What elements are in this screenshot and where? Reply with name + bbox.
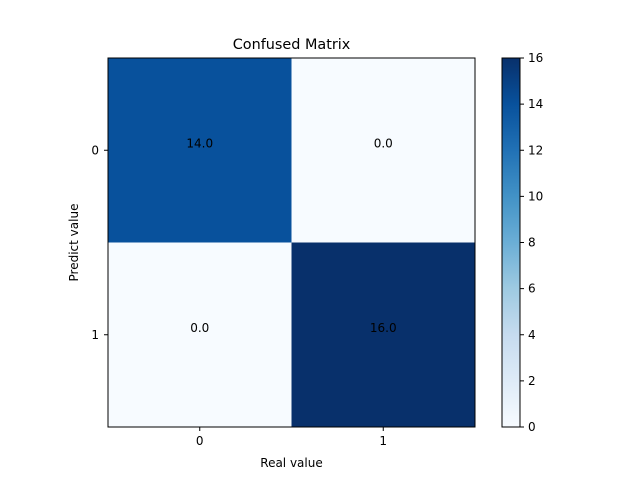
colorbar-tick-label-1: 2 [528,374,536,388]
x-axis-label: Real value [260,456,322,470]
colorbar-tick-label-6: 12 [528,143,543,157]
colorbar-tick-label-0: 0 [528,420,536,434]
x-tick-label-1: 1 [379,434,387,448]
heatmap-cell-r1-c0 [108,242,292,427]
colorbar-tick-label-7: 14 [528,97,543,111]
y-tick-label-1: 1 [91,328,99,342]
heatmap-cell-r1-c1 [291,242,475,427]
y-axis-ticks: 01 [91,143,108,342]
y-tick-label-0: 0 [91,143,99,157]
colorbar-tick-label-2: 4 [528,328,536,342]
chart-title: Confused Matrix [233,37,351,53]
cell-label-r0-c0: 14.0 [186,136,213,150]
colorbar-ticks: 0 2 4 6 8 10 12 14 16 [520,51,543,434]
colorbar-tick-label-3: 6 [528,282,536,296]
heatmap-cell-r0-c0 [108,58,292,243]
cell-label-r1-c0: 0.0 [190,321,209,335]
heatmap-cells [108,58,475,427]
y-axis-label: Predict value [67,204,81,282]
cell-label-r1-c1: 16.0 [370,321,397,335]
heatmap-cell-labels: 14.0 0.0 0.0 16.0 [186,136,396,335]
plot-frame [107,57,476,428]
x-tick-label-0: 0 [196,434,204,448]
colorbar-tick-label-5: 10 [528,189,543,203]
heatmap-cell-r0-c1 [291,58,475,243]
colorbar-tick-label-4: 8 [528,236,536,250]
colorbar-tick-label-8: 16 [528,51,543,65]
cell-label-r0-c1: 0.0 [374,136,393,150]
colorbar [501,57,521,428]
